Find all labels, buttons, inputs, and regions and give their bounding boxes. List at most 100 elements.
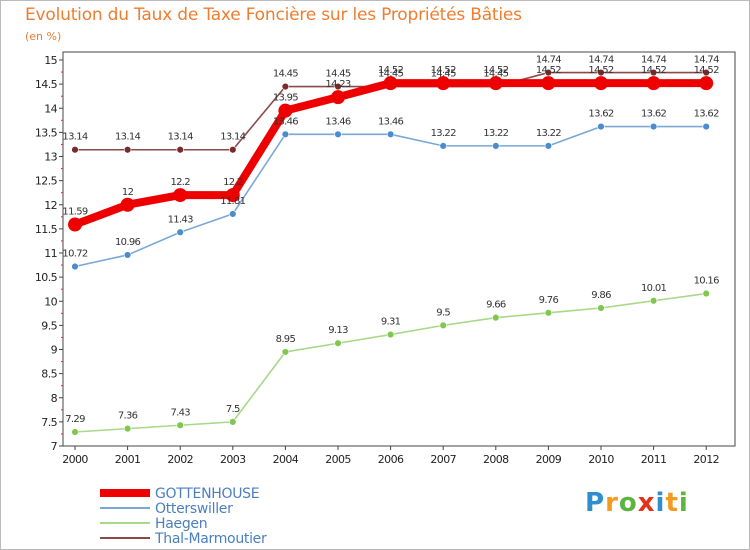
data-point-haegen bbox=[702, 289, 710, 298]
data-label-gottenhouse: 14.52 bbox=[536, 65, 561, 76]
data-label-gottenhouse: 14.52 bbox=[694, 65, 719, 76]
data-point-haegen bbox=[439, 321, 447, 330]
data-label-haegen: 9.76 bbox=[539, 295, 559, 306]
data-label-thal-marmoutier: 14.74 bbox=[641, 55, 666, 66]
y-tick-label: 13 bbox=[44, 151, 57, 164]
y-tick-label: 8.5 bbox=[41, 368, 57, 381]
data-point-thal-marmoutier bbox=[649, 68, 658, 77]
y-tick-label: 14.5 bbox=[35, 78, 58, 91]
data-point-otterswiller bbox=[702, 122, 710, 131]
data-point-otterswiller bbox=[649, 122, 658, 131]
x-tick-label: 2001 bbox=[115, 453, 141, 466]
legend-label-thal-marmoutier: Thal-Marmoutier bbox=[154, 531, 267, 547]
data-label-haegen: 10.01 bbox=[641, 283, 666, 294]
data-point-otterswiller bbox=[597, 122, 605, 131]
data-label-thal-marmoutier: 13.14 bbox=[168, 132, 193, 143]
data-label-thal-marmoutier: 14.45 bbox=[483, 69, 508, 80]
x-tick-label: 2008 bbox=[483, 453, 509, 466]
data-point-gottenhouse bbox=[383, 76, 398, 91]
data-label-gottenhouse: 14.52 bbox=[378, 65, 403, 76]
data-point-otterswiller bbox=[71, 262, 79, 271]
plot-frame bbox=[62, 51, 736, 447]
data-label-thal-marmoutier: 14.74 bbox=[536, 55, 561, 66]
data-point-otterswiller bbox=[544, 142, 553, 150]
legend-label-haegen: Haegen bbox=[155, 516, 207, 532]
x-tick-label: 2010 bbox=[588, 453, 614, 466]
y-tick-label: 9 bbox=[51, 344, 58, 357]
data-point-otterswiller bbox=[123, 251, 132, 259]
data-label-thal-marmoutier: 14.45 bbox=[431, 69, 456, 80]
y-tick-label: 8 bbox=[51, 392, 58, 405]
x-tick-label: 2004 bbox=[273, 453, 299, 466]
data-point-thal-marmoutier bbox=[176, 146, 184, 154]
data-label-gottenhouse: 12.2 bbox=[223, 177, 243, 188]
data-label-otterswiller: 13.62 bbox=[694, 109, 719, 120]
data-label-thal-marmoutier: 13.14 bbox=[62, 132, 87, 143]
y-tick-label: 12.5 bbox=[35, 175, 58, 188]
data-point-otterswiller bbox=[176, 228, 184, 236]
data-label-otterswiller: 13.62 bbox=[588, 109, 613, 120]
data-point-gottenhouse bbox=[541, 76, 556, 91]
data-point-thal-marmoutier bbox=[702, 68, 710, 77]
y-tick-label: 13.5 bbox=[35, 126, 58, 139]
data-label-haegen: 10.16 bbox=[694, 276, 719, 287]
data-point-otterswiller bbox=[334, 130, 342, 139]
x-tick-label: 2012 bbox=[693, 453, 719, 466]
data-point-haegen bbox=[649, 297, 658, 305]
y-tick-label: 11 bbox=[44, 247, 57, 260]
data-label-gottenhouse: 13.95 bbox=[273, 93, 298, 104]
data-label-haegen: 9.5 bbox=[436, 307, 450, 318]
x-tick-label: 2000 bbox=[62, 453, 88, 466]
y-tick-label: 9.5 bbox=[41, 319, 57, 332]
data-label-thal-marmoutier: 14.45 bbox=[273, 69, 298, 80]
data-label-otterswiller: 13.62 bbox=[641, 109, 666, 120]
x-tick-label: 2009 bbox=[536, 453, 562, 466]
data-label-thal-marmoutier: 14.45 bbox=[378, 69, 403, 80]
data-point-gottenhouse bbox=[594, 76, 608, 91]
data-label-haegen: 9.13 bbox=[328, 325, 348, 336]
data-point-gottenhouse bbox=[488, 76, 503, 91]
data-label-haegen: 7.5 bbox=[226, 404, 240, 415]
data-point-otterswiller bbox=[492, 142, 500, 150]
data-point-haegen bbox=[281, 348, 290, 356]
y-tick-label: 15 bbox=[44, 54, 57, 67]
data-point-thal-marmoutier bbox=[281, 82, 290, 91]
data-label-thal-marmoutier: 14.74 bbox=[694, 55, 719, 66]
data-label-gottenhouse: 14.52 bbox=[641, 65, 666, 76]
data-point-gottenhouse bbox=[225, 188, 240, 203]
data-point-haegen bbox=[71, 428, 79, 436]
data-point-otterswiller bbox=[229, 210, 237, 218]
y-tick-label: 10 bbox=[44, 295, 57, 308]
x-tick-label: 2011 bbox=[641, 453, 667, 466]
data-label-haegen: 9.31 bbox=[381, 317, 401, 328]
data-point-otterswiller bbox=[386, 130, 395, 139]
data-label-otterswiller: 13.22 bbox=[483, 128, 508, 139]
y-tick-label: 7.5 bbox=[41, 416, 57, 429]
data-label-otterswiller: 10.96 bbox=[115, 237, 140, 248]
data-label-thal-marmoutier: 14.45 bbox=[325, 69, 350, 80]
data-label-gottenhouse: 12.2 bbox=[170, 177, 190, 188]
data-point-haegen bbox=[123, 424, 132, 433]
y-tick-label: 12 bbox=[44, 199, 57, 212]
data-label-otterswiller: 11.81 bbox=[220, 196, 245, 207]
y-tick-label: 7 bbox=[51, 440, 58, 453]
data-label-gottenhouse: 14.23 bbox=[325, 79, 350, 90]
data-point-thal-marmoutier bbox=[544, 68, 553, 77]
data-point-haegen bbox=[597, 304, 605, 312]
x-tick-label: 2002 bbox=[167, 453, 193, 466]
data-label-otterswiller: 13.22 bbox=[536, 128, 561, 139]
data-point-gottenhouse bbox=[173, 188, 188, 203]
data-point-gottenhouse bbox=[699, 76, 714, 91]
data-label-haegen: 9.66 bbox=[486, 300, 506, 311]
data-point-haegen bbox=[176, 421, 184, 429]
data-label-gottenhouse: 14.52 bbox=[431, 65, 456, 76]
data-point-gottenhouse bbox=[646, 76, 661, 91]
data-point-thal-marmoutier bbox=[123, 146, 132, 154]
data-label-haegen: 7.29 bbox=[65, 414, 85, 425]
data-label-thal-marmoutier: 13.14 bbox=[115, 132, 140, 143]
data-label-gottenhouse: 14.52 bbox=[588, 65, 613, 76]
data-point-haegen bbox=[544, 309, 553, 317]
data-point-gottenhouse bbox=[68, 217, 82, 232]
data-label-otterswiller: 13.46 bbox=[273, 116, 298, 127]
